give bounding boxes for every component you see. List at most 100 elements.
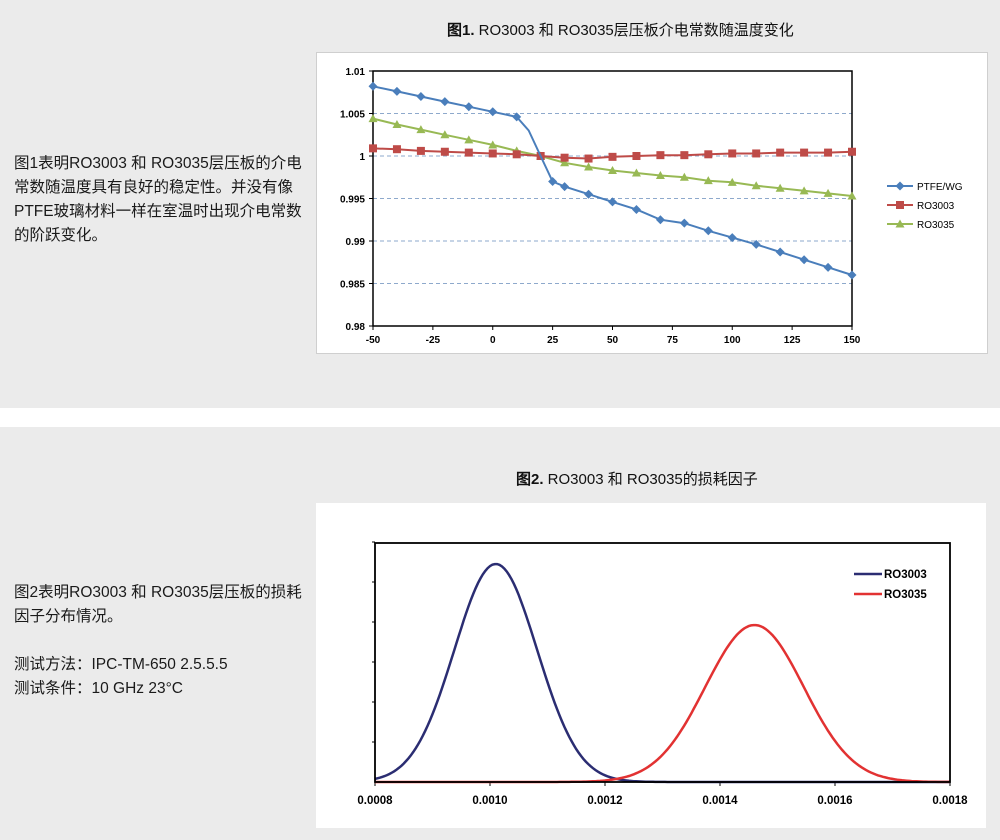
x-tick-label: 0.0008 [357, 795, 393, 807]
y-tick-label: 1.005 [340, 110, 365, 121]
legend-label: RO3035 [884, 589, 927, 601]
data-point [775, 183, 785, 192]
data-point [464, 135, 474, 144]
x-tick-label: 0.0010 [472, 795, 507, 807]
data-point [679, 172, 689, 181]
legend-marker [895, 181, 905, 191]
data-point [548, 177, 558, 186]
data-point [727, 177, 737, 186]
data-point [703, 226, 713, 236]
data-point [847, 191, 857, 200]
chart1-svg: 0.98 0.985 0.99 0.995 1 1.005 1.01 -50 -25 0 25 50 7… [340, 67, 963, 346]
data-point [776, 148, 785, 157]
series-ro3003-curve [374, 562, 950, 784]
data-point [392, 145, 401, 154]
y-tick-label: 0.99 [346, 237, 366, 248]
data-point [440, 147, 449, 156]
x-tick-label: 75 [667, 335, 679, 346]
data-point [464, 102, 474, 112]
data-point [488, 149, 497, 158]
data-point [823, 188, 833, 197]
figure1-title: 图1. RO3003 和 RO3035层压板介电常数随温度变化 [447, 22, 794, 39]
data-point [512, 150, 521, 159]
data-point [440, 97, 450, 107]
legend-label: RO3003 [917, 201, 955, 212]
data-point [584, 162, 594, 171]
legend-marker [896, 201, 904, 209]
y-tick-label: 1.01 [346, 67, 366, 78]
plot-frame [374, 542, 951, 783]
data-point [752, 149, 761, 158]
dielectric-constant-chart: 0.98 0.985 0.99 0.995 1 1.005 1.01 -50 -25 0 25 50 7… [316, 52, 988, 354]
y-tick-label: 0.995 [340, 195, 365, 206]
data-point [775, 247, 785, 257]
x-tick-label: 0.0014 [702, 795, 738, 807]
data-point [608, 152, 617, 161]
data-point [560, 153, 569, 162]
x-tick-label: 25 [547, 335, 559, 346]
data-point [848, 147, 856, 156]
data-point [488, 140, 498, 149]
data-point [440, 130, 450, 139]
figure1-section: 图1. RO3003 和 RO3035层压板介电常数随温度变化 图1表明RO30… [0, 0, 1000, 408]
data-point [680, 151, 689, 160]
test-method: 测试方法：IPC-TM-650 2.5.5.5 [14, 656, 228, 673]
data-point [369, 144, 377, 153]
data-point [799, 186, 809, 195]
series-ptfe-wg [368, 81, 857, 280]
legend-label: PTFE/WG [917, 182, 963, 193]
legend-label: RO3003 [884, 569, 927, 581]
figure2-description-text: 图2表明RO3003 和 RO3035层压板的损耗因子分布情况。 [14, 584, 302, 625]
x-tick-label: 0 [490, 335, 496, 346]
data-point [655, 171, 665, 180]
y-tick-label: 0.98 [346, 322, 366, 333]
figure2-description: 图2表明RO3003 和 RO3035层压板的损耗因子分布情况。 测试方法：IP… [14, 581, 304, 701]
x-tick-label: 125 [784, 335, 801, 346]
x-tick-label: -50 [366, 335, 381, 346]
data-point [416, 146, 425, 155]
data-point [632, 152, 641, 160]
data-point [800, 148, 809, 157]
test-conditions: 测试条件：10 GHz 23°C [14, 680, 183, 697]
data-point [392, 86, 402, 96]
legend-marker [895, 219, 905, 228]
x-tick-label: 150 [844, 335, 861, 346]
data-point [727, 233, 737, 243]
chart2-svg: 0.0008 0.0010 0.0012 0.0014 0.0016 0.0018 RO30… [357, 541, 968, 807]
data-point [631, 205, 641, 215]
data-point [416, 125, 426, 134]
data-point [560, 182, 570, 192]
data-point [512, 112, 522, 122]
data-point [368, 81, 378, 91]
series-line [372, 85, 853, 276]
data-point [799, 255, 809, 265]
data-point [368, 114, 378, 123]
x-tick-label: 50 [607, 335, 619, 346]
data-point [703, 176, 713, 185]
data-point [656, 151, 665, 160]
x-tick-label: -25 [426, 335, 441, 346]
data-point [608, 165, 617, 174]
data-point [679, 218, 689, 228]
x-tick-label: 0.0016 [817, 795, 852, 807]
data-point [751, 181, 761, 190]
series-ro3003 [369, 144, 856, 163]
data-point [751, 239, 761, 249]
data-point [823, 262, 833, 272]
data-point [560, 158, 570, 167]
data-point [608, 197, 617, 207]
y-tick-label: 0.985 [340, 280, 365, 291]
data-point [488, 107, 498, 117]
data-point [631, 168, 641, 177]
series-ro3035-curve [375, 623, 950, 784]
loss-factor-chart: 0.0008 0.0010 0.0012 0.0014 0.0016 0.0018 RO30… [316, 503, 986, 828]
data-point [655, 215, 665, 225]
x-tick-label: 0.0018 [932, 795, 968, 807]
data-point [584, 189, 594, 199]
data-point [584, 154, 593, 163]
data-point [824, 148, 833, 157]
legend-label: RO3035 [917, 220, 955, 231]
data-point [704, 150, 713, 159]
data-point [416, 92, 426, 101]
data-point [847, 270, 857, 280]
